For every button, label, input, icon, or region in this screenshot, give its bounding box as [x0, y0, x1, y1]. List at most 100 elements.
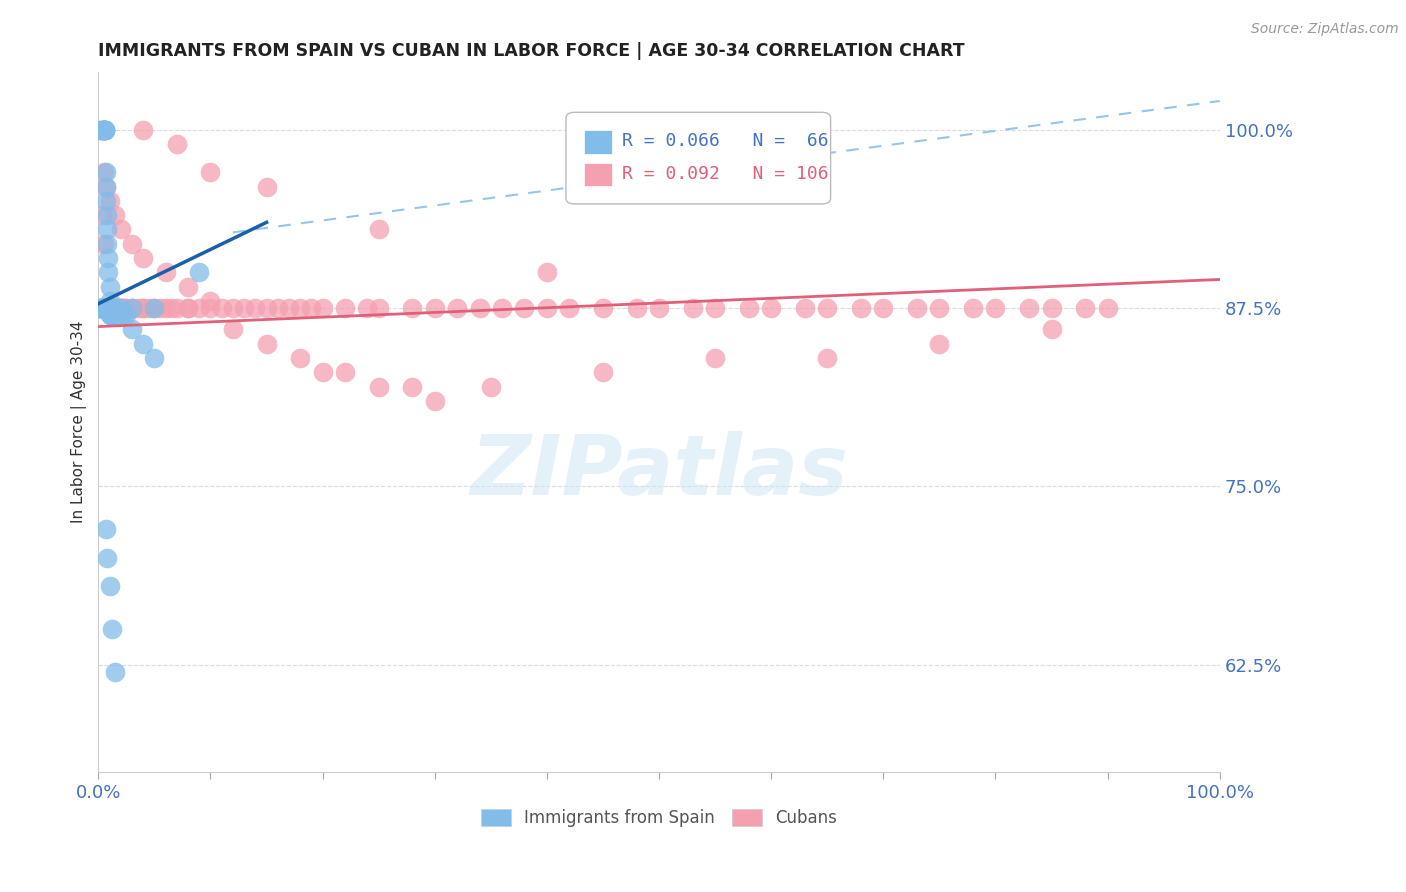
- Point: [155, 301, 177, 315]
- Y-axis label: In Labor Force | Age 30-34: In Labor Force | Age 30-34: [72, 321, 87, 524]
- Point: [132, 301, 155, 315]
- Point: [200, 293, 222, 308]
- Point: [127, 301, 149, 315]
- Text: IMMIGRANTS FROM SPAIN VS CUBAN IN LABOR FORCE | AGE 30-34 CORRELATION CHART: IMMIGRANTS FROM SPAIN VS CUBAN IN LABOR …: [98, 42, 965, 60]
- Point: [479, 379, 502, 393]
- Point: [849, 301, 872, 315]
- Point: [94, 301, 117, 315]
- Point: [423, 301, 446, 315]
- Point: [98, 301, 121, 315]
- Point: [110, 222, 132, 236]
- Point: [704, 301, 727, 315]
- Point: [188, 265, 211, 279]
- Point: [91, 301, 114, 315]
- Point: [96, 522, 118, 536]
- Point: [682, 301, 704, 315]
- Point: [94, 122, 117, 136]
- Point: [98, 308, 121, 322]
- Point: [93, 122, 115, 136]
- Point: [96, 208, 118, 222]
- Point: [96, 550, 118, 565]
- Point: [401, 379, 423, 393]
- Point: [90, 301, 112, 315]
- Point: [143, 351, 166, 365]
- Point: [93, 165, 115, 179]
- Point: [89, 122, 111, 136]
- Point: [110, 308, 132, 322]
- Point: [94, 122, 117, 136]
- Point: [793, 301, 815, 315]
- Point: [93, 122, 115, 136]
- Point: [155, 265, 177, 279]
- Point: [200, 165, 222, 179]
- Point: [177, 301, 200, 315]
- Point: [132, 122, 155, 136]
- Point: [648, 301, 671, 315]
- Point: [468, 301, 491, 315]
- Point: [96, 236, 118, 251]
- Point: [93, 301, 115, 315]
- Point: [115, 301, 138, 315]
- Point: [97, 301, 120, 315]
- Point: [160, 301, 183, 315]
- Point: [222, 322, 245, 336]
- Point: [115, 301, 138, 315]
- Point: [177, 279, 200, 293]
- Point: [90, 301, 112, 315]
- Point: [98, 194, 121, 208]
- Point: [110, 301, 132, 315]
- Point: [104, 308, 127, 322]
- Point: [143, 301, 166, 315]
- Point: [311, 365, 333, 379]
- Point: [96, 301, 118, 315]
- Point: [96, 194, 118, 208]
- Point: [166, 136, 188, 151]
- Point: [111, 301, 134, 315]
- Point: [592, 365, 614, 379]
- Point: [96, 222, 118, 236]
- Point: [101, 301, 124, 315]
- Point: [356, 301, 378, 315]
- Point: [513, 301, 536, 315]
- Point: [928, 336, 950, 351]
- Point: [299, 301, 322, 315]
- Bar: [583, 162, 612, 186]
- Point: [91, 301, 114, 315]
- Point: [984, 301, 1007, 315]
- Point: [138, 301, 160, 315]
- Point: [101, 301, 124, 315]
- Point: [90, 122, 112, 136]
- Point: [96, 301, 118, 315]
- Point: [558, 301, 581, 315]
- Point: [222, 301, 245, 315]
- Point: [91, 301, 114, 315]
- Point: [96, 301, 118, 315]
- Point: [89, 301, 111, 315]
- Text: R = 0.066   N =  66: R = 0.066 N = 66: [621, 132, 828, 150]
- Point: [1040, 322, 1063, 336]
- Point: [245, 301, 267, 315]
- Legend: Immigrants from Spain, Cubans: Immigrants from Spain, Cubans: [474, 802, 844, 834]
- Point: [121, 322, 143, 336]
- Point: [103, 301, 125, 315]
- Point: [592, 301, 614, 315]
- Point: [367, 301, 389, 315]
- Point: [928, 301, 950, 315]
- Point: [115, 308, 138, 322]
- Point: [177, 301, 200, 315]
- Point: [626, 301, 648, 315]
- Point: [104, 301, 127, 315]
- Point: [97, 251, 120, 265]
- Point: [446, 301, 468, 315]
- Point: [278, 301, 301, 315]
- Point: [188, 301, 211, 315]
- Point: [121, 301, 143, 315]
- Point: [1018, 301, 1040, 315]
- Point: [267, 301, 290, 315]
- Point: [1097, 301, 1119, 315]
- Point: [93, 236, 115, 251]
- Point: [132, 301, 155, 315]
- Point: [132, 336, 155, 351]
- Point: [96, 165, 118, 179]
- Point: [401, 301, 423, 315]
